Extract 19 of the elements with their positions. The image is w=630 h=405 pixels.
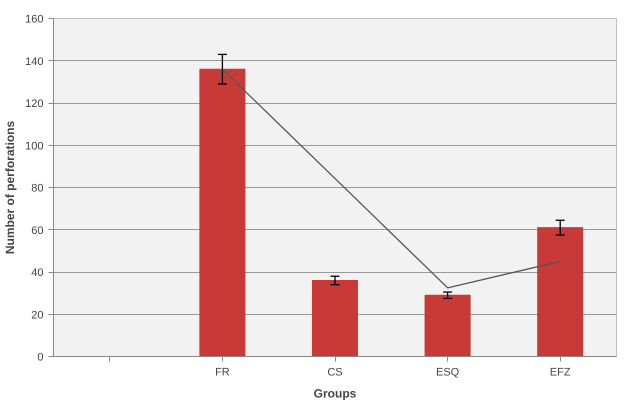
x-tick-label: EFZ	[550, 366, 571, 378]
bar	[312, 280, 358, 356]
bar	[537, 227, 584, 356]
x-tick-label: FR	[215, 366, 230, 378]
y-tick-label: 140	[25, 56, 44, 68]
y-tick-label: 80	[31, 182, 44, 194]
x-tick-label: CS	[327, 366, 343, 378]
y-tick-label: 100	[25, 140, 44, 152]
y-axis-title: Number of perforations	[3, 120, 18, 254]
y-tick-label: 40	[31, 267, 44, 279]
x-axis-title: Groups	[314, 386, 357, 400]
y-tick-label: 160	[25, 14, 44, 26]
y-tick-label: 60	[31, 224, 44, 237]
y-tick-label: 120	[25, 98, 44, 110]
y-tick-label: 20	[31, 309, 44, 322]
bar	[199, 68, 246, 356]
x-tick-label: ESQ	[436, 366, 460, 378]
y-tick-label: 0	[37, 352, 44, 364]
bar	[424, 294, 471, 356]
